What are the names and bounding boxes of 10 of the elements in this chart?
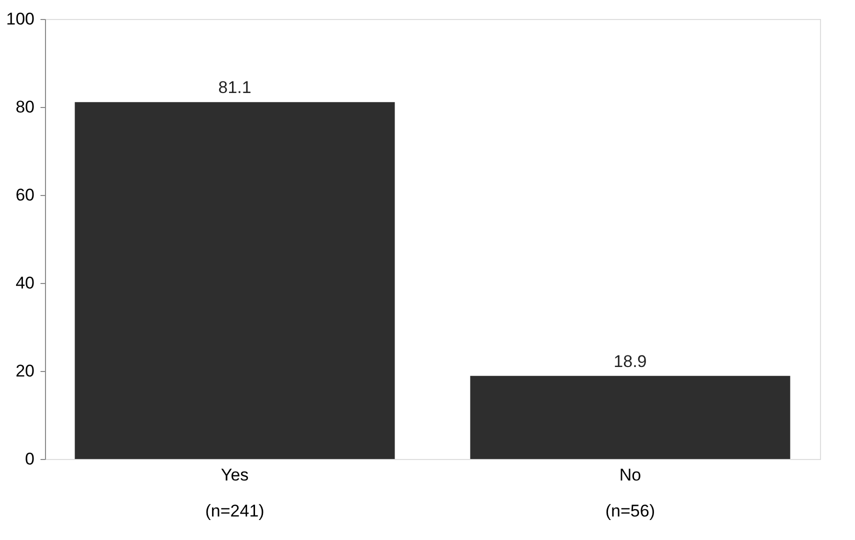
y-tick-label: 100 [6, 10, 34, 28]
y-tick-label: 0 [25, 450, 34, 468]
y-tick-label: 80 [16, 98, 34, 116]
y-tick-label: 60 [16, 186, 34, 204]
y-tick-label: 20 [16, 362, 34, 380]
x-tick-label: No (n=56) [605, 466, 656, 520]
y-tick-label: 40 [16, 274, 34, 292]
data-label: 81.1 [218, 78, 252, 98]
x-tick-label: Yes (n=241) [205, 466, 264, 520]
data-label: 18.9 [614, 352, 647, 371]
